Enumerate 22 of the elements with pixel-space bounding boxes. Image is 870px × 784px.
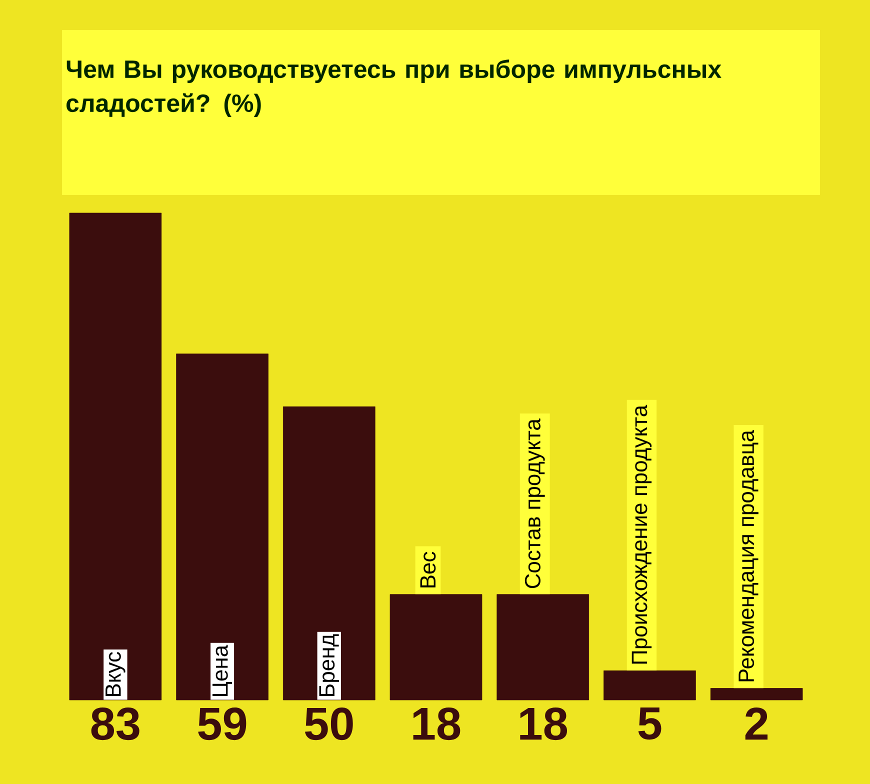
bar	[282, 406, 376, 700]
bar	[604, 670, 696, 700]
x-tick-label: Вес	[420, 552, 436, 588]
x-tick-label: Вкус	[106, 652, 126, 696]
bar	[710, 688, 803, 700]
x-tick-label: Состав продукта	[524, 418, 545, 588]
data-label: 59	[198, 708, 246, 740]
data-label: 5	[638, 708, 662, 740]
data-label: 2	[745, 708, 768, 740]
x-tick-label: Бренд	[319, 634, 339, 696]
data-label: 83	[91, 708, 140, 740]
data-label: 18	[413, 708, 460, 740]
data-label: 50	[304, 708, 353, 740]
bar	[496, 594, 590, 700]
data-label: 18	[520, 708, 568, 740]
bar	[69, 212, 162, 700]
x-tick-label: Рекомендация продавца	[738, 430, 758, 682]
x-tick-label: Происхождение продукта	[632, 404, 652, 664]
x-tick-label: Цена	[212, 644, 232, 696]
bar	[390, 594, 482, 700]
bar	[176, 354, 268, 700]
chart-title: Чем Вы руководствуетесь при выборе импульсных сладостей? (%)	[66, 60, 722, 118]
